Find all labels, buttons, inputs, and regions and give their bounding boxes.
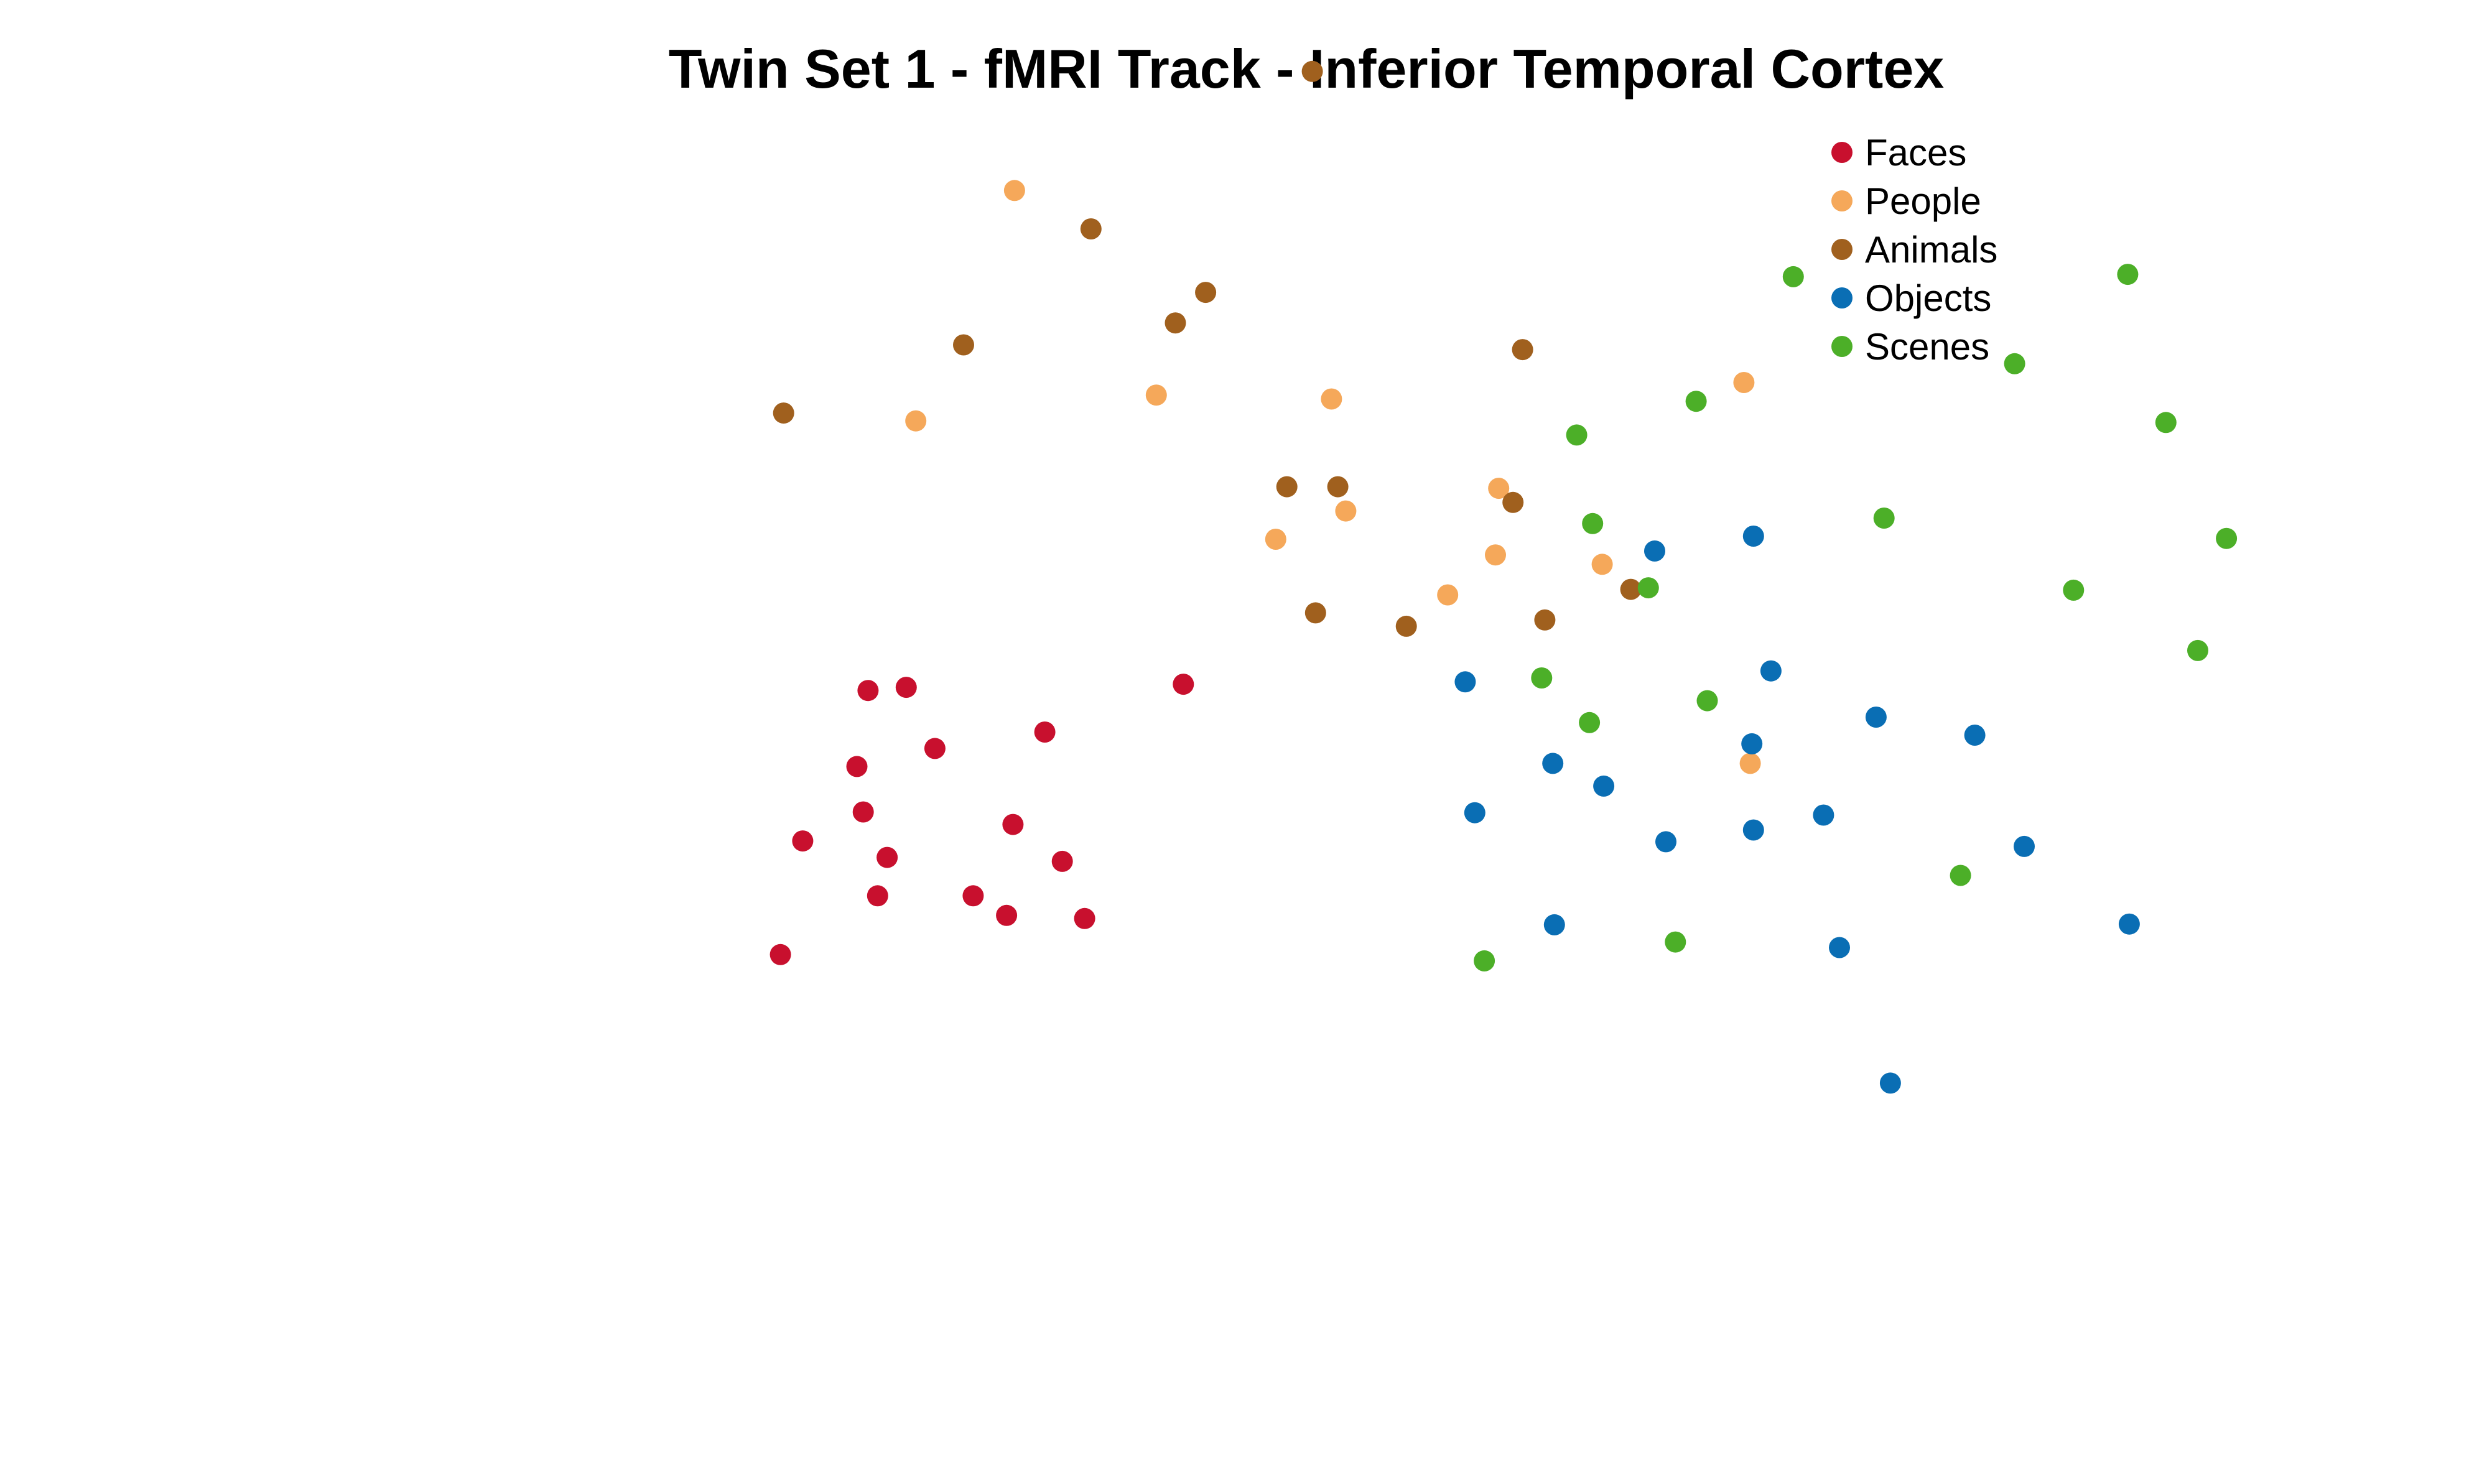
point-people-11	[1739, 753, 1761, 774]
point-people-9	[1591, 554, 1613, 575]
point-objects-4	[1865, 707, 1887, 728]
legend-item-people: People	[1831, 180, 1981, 222]
point-scenes-8	[2216, 527, 2238, 549]
legend-marker-people	[1831, 190, 1853, 211]
point-scenes-5	[1566, 424, 1588, 446]
point-faces-12	[962, 885, 984, 907]
point-objects-15	[1829, 937, 1850, 958]
point-scenes-10	[2063, 579, 2085, 601]
point-objects-10	[1464, 802, 1485, 823]
point-faces-7	[1002, 814, 1024, 835]
point-faces-0	[857, 680, 879, 702]
point-faces-6	[852, 801, 874, 823]
point-scenes-6	[1873, 508, 1895, 529]
point-faces-2	[1173, 674, 1194, 695]
point-people-1	[905, 410, 927, 432]
point-scenes-12	[1531, 667, 1553, 689]
point-scenes-2	[2004, 353, 2025, 374]
point-objects-9	[1813, 804, 1834, 826]
point-faces-11	[867, 885, 888, 907]
legend-marker-scenes	[1831, 336, 1853, 357]
legend-item-faces: Faces	[1831, 132, 1966, 174]
point-objects-7	[1542, 753, 1564, 774]
points-layer	[769, 60, 2238, 1094]
point-objects-3	[1454, 671, 1476, 693]
legend-item-scenes: Scenes	[1831, 326, 1989, 368]
legend-label-animals: Animals	[1865, 229, 1997, 271]
point-animals-11	[1304, 602, 1326, 624]
point-people-7	[1265, 529, 1286, 550]
point-scenes-11	[2187, 639, 2208, 661]
point-animals-12	[1395, 615, 1417, 637]
point-animals-3	[1165, 312, 1186, 334]
point-animals-0	[1301, 60, 1323, 82]
point-objects-16	[2118, 913, 2140, 935]
point-faces-13	[996, 904, 1018, 926]
point-objects-2	[1760, 660, 1782, 682]
point-objects-14	[1543, 914, 1565, 935]
legend-item-objects: Objects	[1831, 277, 1991, 319]
point-people-2	[1145, 384, 1167, 406]
point-animals-6	[1512, 339, 1533, 361]
point-people-3	[1321, 388, 1342, 410]
legend-marker-animals	[1831, 239, 1853, 260]
point-objects-6	[1741, 733, 1763, 754]
point-scenes-7	[1582, 512, 1604, 534]
point-faces-9	[876, 846, 898, 868]
point-faces-10	[1051, 850, 1073, 872]
point-objects-17	[1879, 1072, 1901, 1094]
point-objects-0	[1742, 526, 1764, 547]
legend-marker-faces	[1831, 142, 1853, 163]
legend-item-animals: Animals	[1831, 229, 1997, 271]
point-objects-12	[1655, 831, 1676, 853]
point-scenes-4	[2155, 412, 2177, 434]
point-scenes-15	[1950, 865, 1971, 886]
point-animals-9	[1502, 491, 1524, 513]
point-scenes-17	[1474, 950, 1495, 972]
point-animals-5	[773, 402, 794, 424]
point-objects-11	[1742, 819, 1764, 841]
point-people-0	[1003, 180, 1025, 202]
point-faces-4	[924, 738, 946, 759]
point-faces-15	[769, 944, 791, 965]
point-faces-14	[1074, 907, 1095, 929]
legend: Faces People Animals Objects Scenes	[1831, 132, 1997, 368]
point-faces-5	[846, 756, 868, 777]
point-people-5	[1488, 478, 1510, 499]
point-scenes-16	[1665, 931, 1686, 953]
point-animals-2	[1195, 282, 1217, 304]
legend-label-scenes: Scenes	[1865, 326, 1989, 368]
point-scenes-9	[1637, 577, 1659, 599]
point-faces-8	[792, 830, 814, 852]
point-objects-13	[2014, 835, 2035, 857]
legend-label-people: People	[1865, 180, 1981, 222]
point-faces-3	[1034, 721, 1056, 743]
point-scenes-1	[2117, 264, 2139, 285]
point-scenes-13	[1696, 690, 1718, 712]
point-objects-5	[1964, 725, 1986, 746]
legend-marker-objects	[1831, 287, 1853, 308]
point-animals-4	[953, 334, 974, 356]
legend-label-objects: Objects	[1865, 277, 1991, 319]
point-objects-1	[1644, 540, 1665, 562]
point-objects-8	[1593, 775, 1615, 797]
point-animals-7	[1276, 476, 1298, 498]
point-scenes-14	[1579, 712, 1601, 733]
point-people-6	[1335, 500, 1357, 522]
legend-label-faces: Faces	[1865, 132, 1966, 174]
point-animals-13	[1534, 609, 1556, 631]
point-scenes-0	[1782, 266, 1804, 287]
point-animals-1	[1080, 218, 1102, 239]
point-people-10	[1437, 584, 1459, 606]
point-scenes-3	[1685, 391, 1707, 412]
point-people-8	[1485, 544, 1506, 566]
point-animals-10	[1620, 578, 1642, 600]
point-animals-8	[1327, 476, 1349, 498]
point-people-4	[1733, 372, 1755, 393]
point-faces-1	[895, 677, 917, 698]
